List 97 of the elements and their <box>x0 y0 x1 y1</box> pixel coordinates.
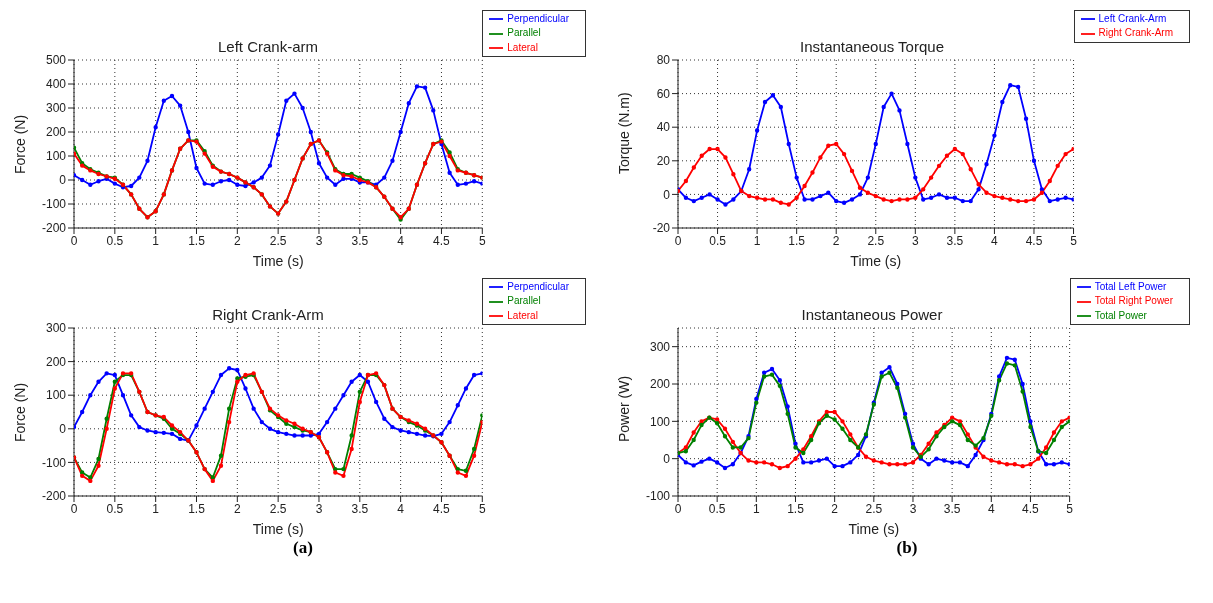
x-tick-label: 0 <box>70 233 78 248</box>
x-tick-label: 4.5 <box>1025 233 1043 248</box>
y-tick-label: 200 <box>45 125 67 140</box>
x-axis-title: Time (s) <box>252 521 304 537</box>
legend-label: Lateral <box>507 309 538 321</box>
x-tick-label: 1 <box>152 233 160 248</box>
y-tick-label: 40 <box>656 120 671 135</box>
y-tick-label: 500 <box>45 53 67 68</box>
x-tick-label: 1.5 <box>188 501 206 516</box>
x-tick-label: 2.5 <box>269 233 287 248</box>
legend-label: Lateral <box>507 41 538 53</box>
x-tick-label: 1 <box>752 501 760 516</box>
x-tick-label: 5 <box>1066 501 1074 516</box>
legend-label: Parallel <box>507 27 541 39</box>
x-tick-label: 1.5 <box>188 233 206 248</box>
x-tick-label: 3 <box>909 501 917 516</box>
x-tick-label: 2.5 <box>865 501 883 516</box>
x-tick-label: 1.5 <box>787 501 805 516</box>
y-axis-title: Force (N) <box>11 114 28 174</box>
legend-label: Total Power <box>1094 309 1147 321</box>
y-tick-label: 300 <box>45 101 67 116</box>
line-series <box>678 83 1074 207</box>
x-tick-label: 2 <box>832 233 840 248</box>
chart-title: Instantaneous Power <box>800 306 944 323</box>
y-tick-label: 20 <box>656 154 671 169</box>
x-tick-label: 4 <box>987 501 995 516</box>
y-tick-label: 300 <box>45 321 67 336</box>
y-axis-title: Force (N) <box>11 382 28 442</box>
x-tick-label: 3.5 <box>943 501 961 516</box>
x-tick-label: 1 <box>753 233 761 248</box>
x-tick-label: 0.5 <box>709 233 727 248</box>
x-tick-label: 2 <box>831 501 839 516</box>
y-axis-title: Torque (N.m) <box>615 92 632 174</box>
x-tick-label: 0 <box>70 501 78 516</box>
y-tick-label: -100 <box>41 455 67 470</box>
x-tick-label: 3 <box>911 233 919 248</box>
x-tick-label: 5 <box>478 233 486 248</box>
x-tick-label: 4 <box>991 233 999 248</box>
x-tick-label: 5 <box>1070 233 1078 248</box>
x-tick-label: 3.5 <box>351 233 369 248</box>
x-tick-label: 2.5 <box>269 501 287 516</box>
x-tick-label: 4 <box>397 501 405 516</box>
y-tick-label: 200 <box>649 377 671 392</box>
x-tick-label: 0.5 <box>708 501 726 516</box>
x-tick-label: 4.5 <box>1022 501 1040 516</box>
x-tick-label: 3.5 <box>946 233 964 248</box>
x-tick-label: 4.5 <box>433 233 451 248</box>
x-tick-label: 4.5 <box>433 501 451 516</box>
x-tick-label: 4 <box>397 233 405 248</box>
line-series <box>74 366 483 443</box>
text: (b) <box>895 538 919 558</box>
legend-label: Parallel <box>507 295 541 307</box>
y-tick-label: -100 <box>41 197 67 212</box>
y-tick-label: -100 <box>645 489 671 504</box>
legend-label: Total Left Power <box>1094 281 1167 292</box>
line-series <box>74 84 483 190</box>
y-axis-title: Power (W) <box>615 375 632 442</box>
x-axis-title: Time (s) <box>848 521 900 537</box>
y-tick-label: -200 <box>41 489 67 504</box>
legend-label: Perpendicular <box>507 13 569 24</box>
y-tick-label: 60 <box>656 86 671 101</box>
x-tick-label: 3.5 <box>351 501 369 516</box>
x-tick-label: 1 <box>152 501 160 516</box>
chart-title: Right Crank-Arm <box>211 306 325 323</box>
legend-label: Total Right Power <box>1094 295 1173 307</box>
legend-label: Right Crank-Arm <box>1098 27 1173 39</box>
y-tick-label: 100 <box>649 414 671 429</box>
x-tick-label: 0 <box>674 501 682 516</box>
legend-label: Perpendicular <box>507 281 569 292</box>
y-tick-label: 80 <box>656 53 671 68</box>
x-tick-label: 2.5 <box>867 233 885 248</box>
legend-label: Left Crank-Arm <box>1098 13 1167 24</box>
x-axis-title: Time (s) <box>252 253 304 269</box>
text: (a) <box>292 538 314 558</box>
x-tick-label: 3 <box>315 233 323 248</box>
x-tick-label: 5 <box>478 501 486 516</box>
y-tick-label: 0 <box>59 422 67 437</box>
chart-title: Left Crank-arm <box>217 38 319 55</box>
x-tick-label: 0.5 <box>106 501 124 516</box>
y-tick-label: 200 <box>45 354 67 369</box>
chart-title: Instantaneous Torque <box>799 38 945 55</box>
x-tick-label: 0 <box>674 233 682 248</box>
y-tick-label: 0 <box>59 173 67 188</box>
x-tick-label: 2 <box>233 233 241 248</box>
x-tick-label: 1.5 <box>788 233 806 248</box>
x-tick-label: 3 <box>315 501 323 516</box>
y-tick-label: -200 <box>41 221 67 236</box>
y-tick-label: 0 <box>663 451 671 466</box>
x-tick-label: 0.5 <box>106 233 124 248</box>
y-tick-label: -20 <box>652 221 671 236</box>
y-tick-label: 400 <box>45 77 67 92</box>
y-tick-label: 100 <box>45 149 67 164</box>
x-tick-label: 2 <box>233 501 241 516</box>
x-axis-title: Time (s) <box>850 253 902 269</box>
y-tick-label: 300 <box>649 339 671 354</box>
y-tick-label: 0 <box>663 187 671 202</box>
y-tick-label: 100 <box>45 388 67 403</box>
